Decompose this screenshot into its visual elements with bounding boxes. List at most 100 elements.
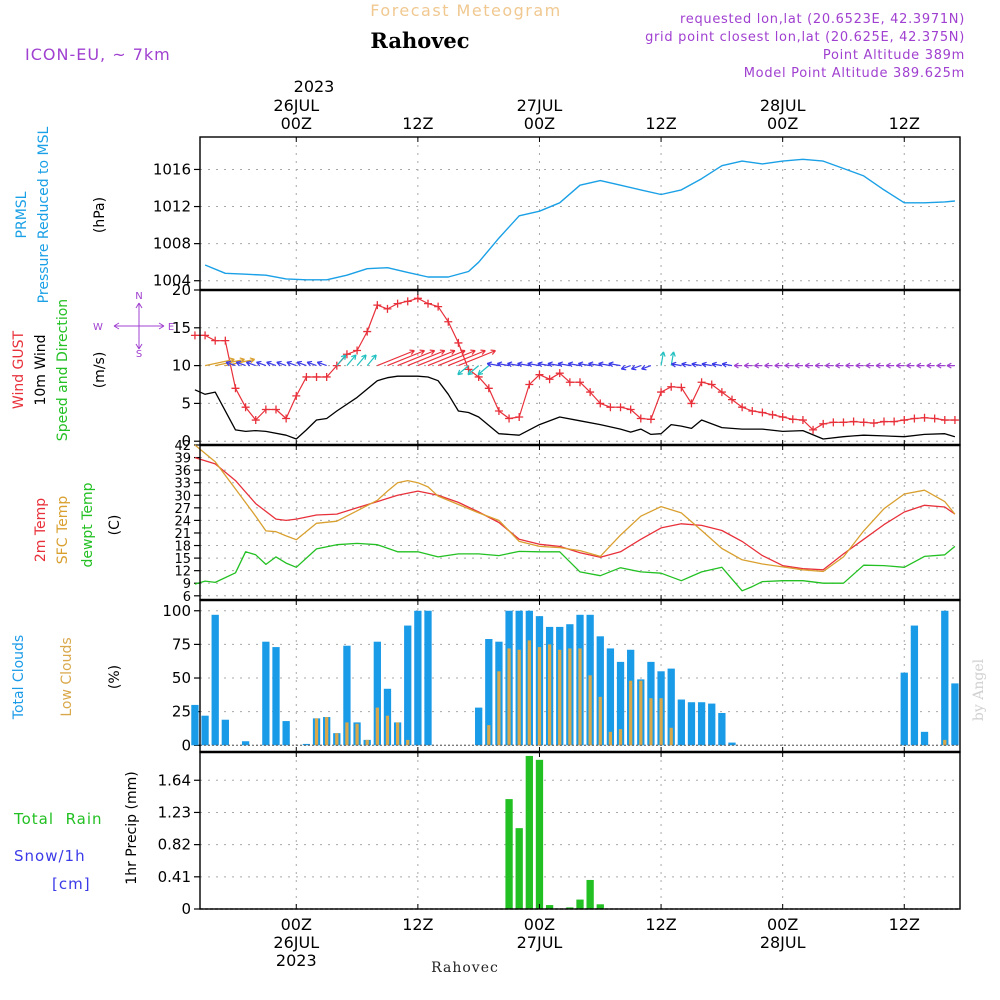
y-tick-label: 30: [174, 489, 191, 504]
time-label-top: 00Z: [767, 114, 798, 133]
gust-marker: [434, 302, 443, 311]
low-cloud-bar: [588, 675, 592, 746]
wind-panel: 0 5 10 15 20: [172, 281, 960, 450]
sfc-label: SFC Temp: [55, 496, 71, 565]
y-tick-label: 9: [183, 577, 191, 592]
wind-direction-arrow: [681, 361, 692, 368]
y-tick-label: 1016: [153, 160, 191, 178]
gust-label: Wind GUST: [11, 330, 27, 409]
gust-marker: [413, 294, 422, 303]
pressure-panel: 1004 1008 1012 1016: [153, 137, 960, 290]
gust-marker: [261, 405, 270, 414]
grid-coords: grid point closest lon,lat (20.625E, 42.…: [645, 30, 965, 45]
low-cloud-bar: [375, 707, 379, 746]
wind-direction-arrow: [855, 362, 864, 369]
low-clouds-label: Low Clouds: [59, 637, 75, 716]
wind-direction-arrow: [835, 362, 844, 369]
low-cloud-bar: [629, 680, 633, 746]
gust-marker: [717, 388, 726, 397]
gust-marker: [667, 382, 676, 391]
y-tick-label: 21: [174, 527, 191, 542]
total-cloud-bar: [677, 699, 685, 746]
wind-direction-arrow: [397, 349, 436, 367]
gust-marker: [353, 346, 362, 355]
low-cloud-bar: [618, 729, 623, 746]
y-tick-label: 36: [174, 464, 191, 479]
y-tick-label: 33: [174, 477, 191, 492]
gust-marker: [930, 414, 939, 423]
gust-marker: [201, 331, 210, 340]
gust-marker: [890, 417, 899, 426]
wind-direction-arrow: [743, 362, 753, 369]
gust-marker: [363, 327, 372, 336]
low-cloud-bar: [487, 725, 491, 746]
pressure-line: [204, 158, 955, 281]
wind-direction-arrow: [691, 361, 702, 368]
wind-direction-arrow: [701, 361, 712, 368]
low-cloud-bar: [608, 731, 613, 746]
y-tick-label: 1.64: [158, 771, 191, 789]
gust-marker: [707, 380, 716, 389]
gust-marker: [292, 391, 301, 400]
gust-marker: [778, 413, 787, 422]
wind-direction-arrow: [926, 362, 935, 369]
gust-marker: [454, 338, 463, 347]
gust-marker: [342, 350, 351, 359]
compass-rose: N S W E: [93, 291, 174, 360]
gust-marker: [576, 378, 584, 387]
total-cloud-bar: [920, 731, 929, 746]
total-cloud-bar: [272, 647, 280, 746]
panel-frame: [199, 444, 961, 601]
wind-direction-arrow: [906, 362, 915, 369]
time-label-top: 12Z: [402, 114, 433, 133]
gust-marker: [190, 331, 199, 340]
rain-bar: [566, 907, 574, 909]
total-cloud-bar: [221, 719, 229, 746]
total-cloud-bar: [687, 702, 696, 746]
wind-direction-arrow: [845, 362, 854, 369]
precip-unit: 1hr Precip (mm): [124, 771, 140, 884]
wind-direction-arrow: [225, 357, 256, 367]
time-label-top: 12Z: [889, 114, 920, 133]
wind-direction-arrow: [659, 351, 666, 366]
sfc-temp-line: [194, 444, 956, 573]
wind-direction-arrow: [245, 360, 256, 367]
time-label-top: 00Z: [281, 114, 312, 133]
y-tick-label: 12: [174, 565, 191, 580]
low-cloud-bar: [314, 718, 319, 746]
wind-direction-arrow: [774, 362, 783, 369]
total-cloud-bar: [475, 707, 483, 746]
wind-direction-arrow: [641, 364, 652, 371]
total-cloud-bar: [900, 672, 908, 746]
wind-direction-arrow: [235, 360, 246, 367]
gust-marker: [241, 403, 250, 412]
total-cloud-bar: [404, 625, 412, 746]
wind-direction-arrow: [608, 361, 621, 368]
gust-marker: [312, 372, 321, 381]
compass-s: S: [136, 349, 142, 360]
wind-direction-arrow: [457, 365, 469, 376]
low-cloud-bar: [395, 722, 400, 746]
total-cloud-bar: [373, 641, 381, 746]
wind-direction-arrow: [306, 360, 317, 367]
pressure-unit: (hPa): [92, 197, 108, 233]
total-cloud-bar: [951, 683, 959, 746]
gust-marker: [849, 417, 858, 426]
gust-marker: [788, 415, 797, 424]
low-cloud-bar: [325, 717, 329, 746]
panel-frame: [199, 136, 961, 291]
wind-direction-arrow: [764, 362, 773, 369]
wind-speed-line: [194, 375, 956, 440]
wind-direction-arrow: [346, 354, 357, 366]
gust-marker: [444, 317, 453, 326]
rain-bar: [576, 899, 584, 909]
gust-marker: [525, 380, 534, 389]
gust-marker: [403, 297, 412, 306]
wind-direction-arrow: [916, 362, 925, 369]
wind-direction-arrow: [557, 361, 570, 368]
footer-location: Rahovec: [431, 960, 499, 976]
gust-marker: [332, 361, 341, 370]
low-cloud-bar: [578, 648, 582, 746]
dewpt-label: dewpt Temp: [80, 482, 96, 567]
